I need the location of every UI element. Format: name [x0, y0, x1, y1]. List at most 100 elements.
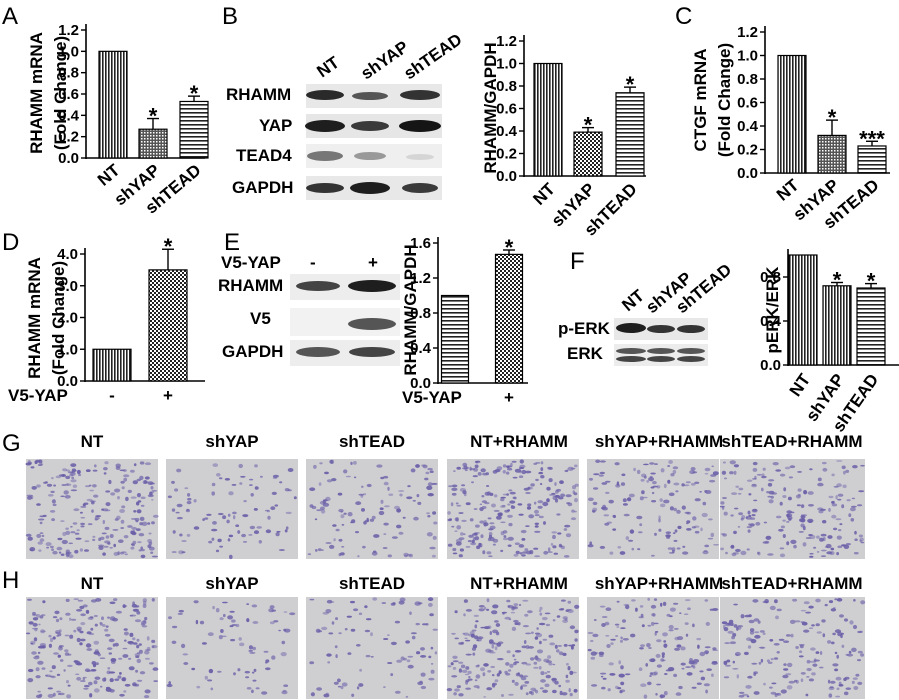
- cell: [506, 599, 511, 603]
- cell: [211, 528, 218, 532]
- cell: [658, 515, 661, 520]
- cell: [186, 500, 192, 505]
- cell: [628, 539, 634, 542]
- cell: [574, 629, 579, 634]
- bar: [573, 131, 603, 177]
- cell: [109, 601, 116, 605]
- cell: [739, 691, 745, 694]
- y-tick-label: 0.8: [496, 78, 517, 95]
- cell: [694, 481, 700, 484]
- cell: [654, 532, 657, 536]
- cell: [761, 487, 764, 492]
- cell: [519, 459, 524, 464]
- cell: [90, 627, 94, 631]
- cell: [381, 602, 387, 604]
- cell: [728, 619, 734, 624]
- cell: [373, 534, 380, 538]
- cell: [473, 614, 479, 618]
- cell: [204, 517, 209, 520]
- cell: [272, 474, 279, 478]
- cell: [452, 660, 459, 663]
- cell: [75, 537, 82, 540]
- cell: [494, 469, 501, 473]
- cell: [119, 672, 122, 675]
- cell: [182, 653, 189, 656]
- blot-e-band: [296, 347, 340, 357]
- cell: [123, 690, 127, 693]
- significance-marker: *: [505, 235, 514, 260]
- cell: [838, 529, 842, 532]
- cell: [836, 654, 839, 659]
- significance-marker: *: [828, 105, 837, 130]
- cell: [309, 661, 315, 665]
- cell: [422, 464, 428, 469]
- cell: [520, 676, 527, 681]
- cell: [72, 484, 78, 488]
- cell: [471, 533, 478, 536]
- cell: [281, 690, 288, 695]
- cell: [747, 675, 753, 679]
- cell: [860, 464, 865, 467]
- cell: [687, 607, 691, 610]
- cell: [831, 501, 835, 504]
- cell: [768, 499, 774, 504]
- cell: [496, 515, 502, 520]
- cell: [346, 615, 352, 618]
- cell: [527, 646, 535, 649]
- cell: [491, 644, 495, 649]
- cell: [35, 667, 40, 672]
- cell: [486, 608, 490, 611]
- cell: [334, 645, 338, 649]
- cell: [685, 481, 691, 484]
- cell: [722, 533, 727, 537]
- cell: [52, 636, 56, 640]
- cell: [117, 496, 120, 500]
- cell: [359, 668, 362, 672]
- cell: [113, 598, 118, 602]
- cell: [817, 482, 824, 487]
- cell: [105, 502, 111, 507]
- cell: [191, 667, 196, 671]
- cell: [67, 471, 73, 474]
- cell: [770, 658, 774, 661]
- blot-b-lane-shyap: shYAP: [357, 37, 412, 83]
- cell: [511, 460, 517, 463]
- cell: [231, 484, 237, 486]
- cell: [431, 482, 438, 485]
- cell: [147, 494, 154, 498]
- cell: [114, 488, 121, 493]
- cell: [663, 643, 668, 648]
- cell: [833, 607, 836, 609]
- y-tick-label: 0.0: [410, 375, 431, 392]
- cell: [36, 613, 41, 618]
- cell: [694, 498, 701, 502]
- cell: [117, 675, 122, 679]
- cell: [535, 478, 539, 482]
- cell: [839, 614, 844, 618]
- cell: [770, 691, 777, 695]
- y-tick-label: 1.0: [58, 43, 79, 60]
- cell: [746, 548, 750, 551]
- cell: [228, 534, 234, 538]
- cell: [69, 634, 74, 639]
- cell: [319, 506, 325, 511]
- cell: [153, 680, 158, 682]
- cell: [80, 525, 85, 528]
- cell: [723, 660, 728, 666]
- cell: [542, 638, 548, 641]
- cell: [704, 467, 711, 472]
- cell: [487, 670, 492, 673]
- cell: [843, 544, 850, 549]
- cell: [316, 509, 322, 512]
- cell: [428, 677, 435, 681]
- micrograph-label: shYAP+RHAMM: [595, 574, 723, 593]
- cell: [731, 544, 734, 548]
- cell: [509, 663, 514, 668]
- cell: [463, 613, 466, 617]
- cell: [541, 616, 548, 621]
- cell: [30, 642, 34, 645]
- cell: [593, 487, 599, 490]
- cell: [51, 665, 56, 670]
- y-tick-label: 3.0: [57, 278, 78, 295]
